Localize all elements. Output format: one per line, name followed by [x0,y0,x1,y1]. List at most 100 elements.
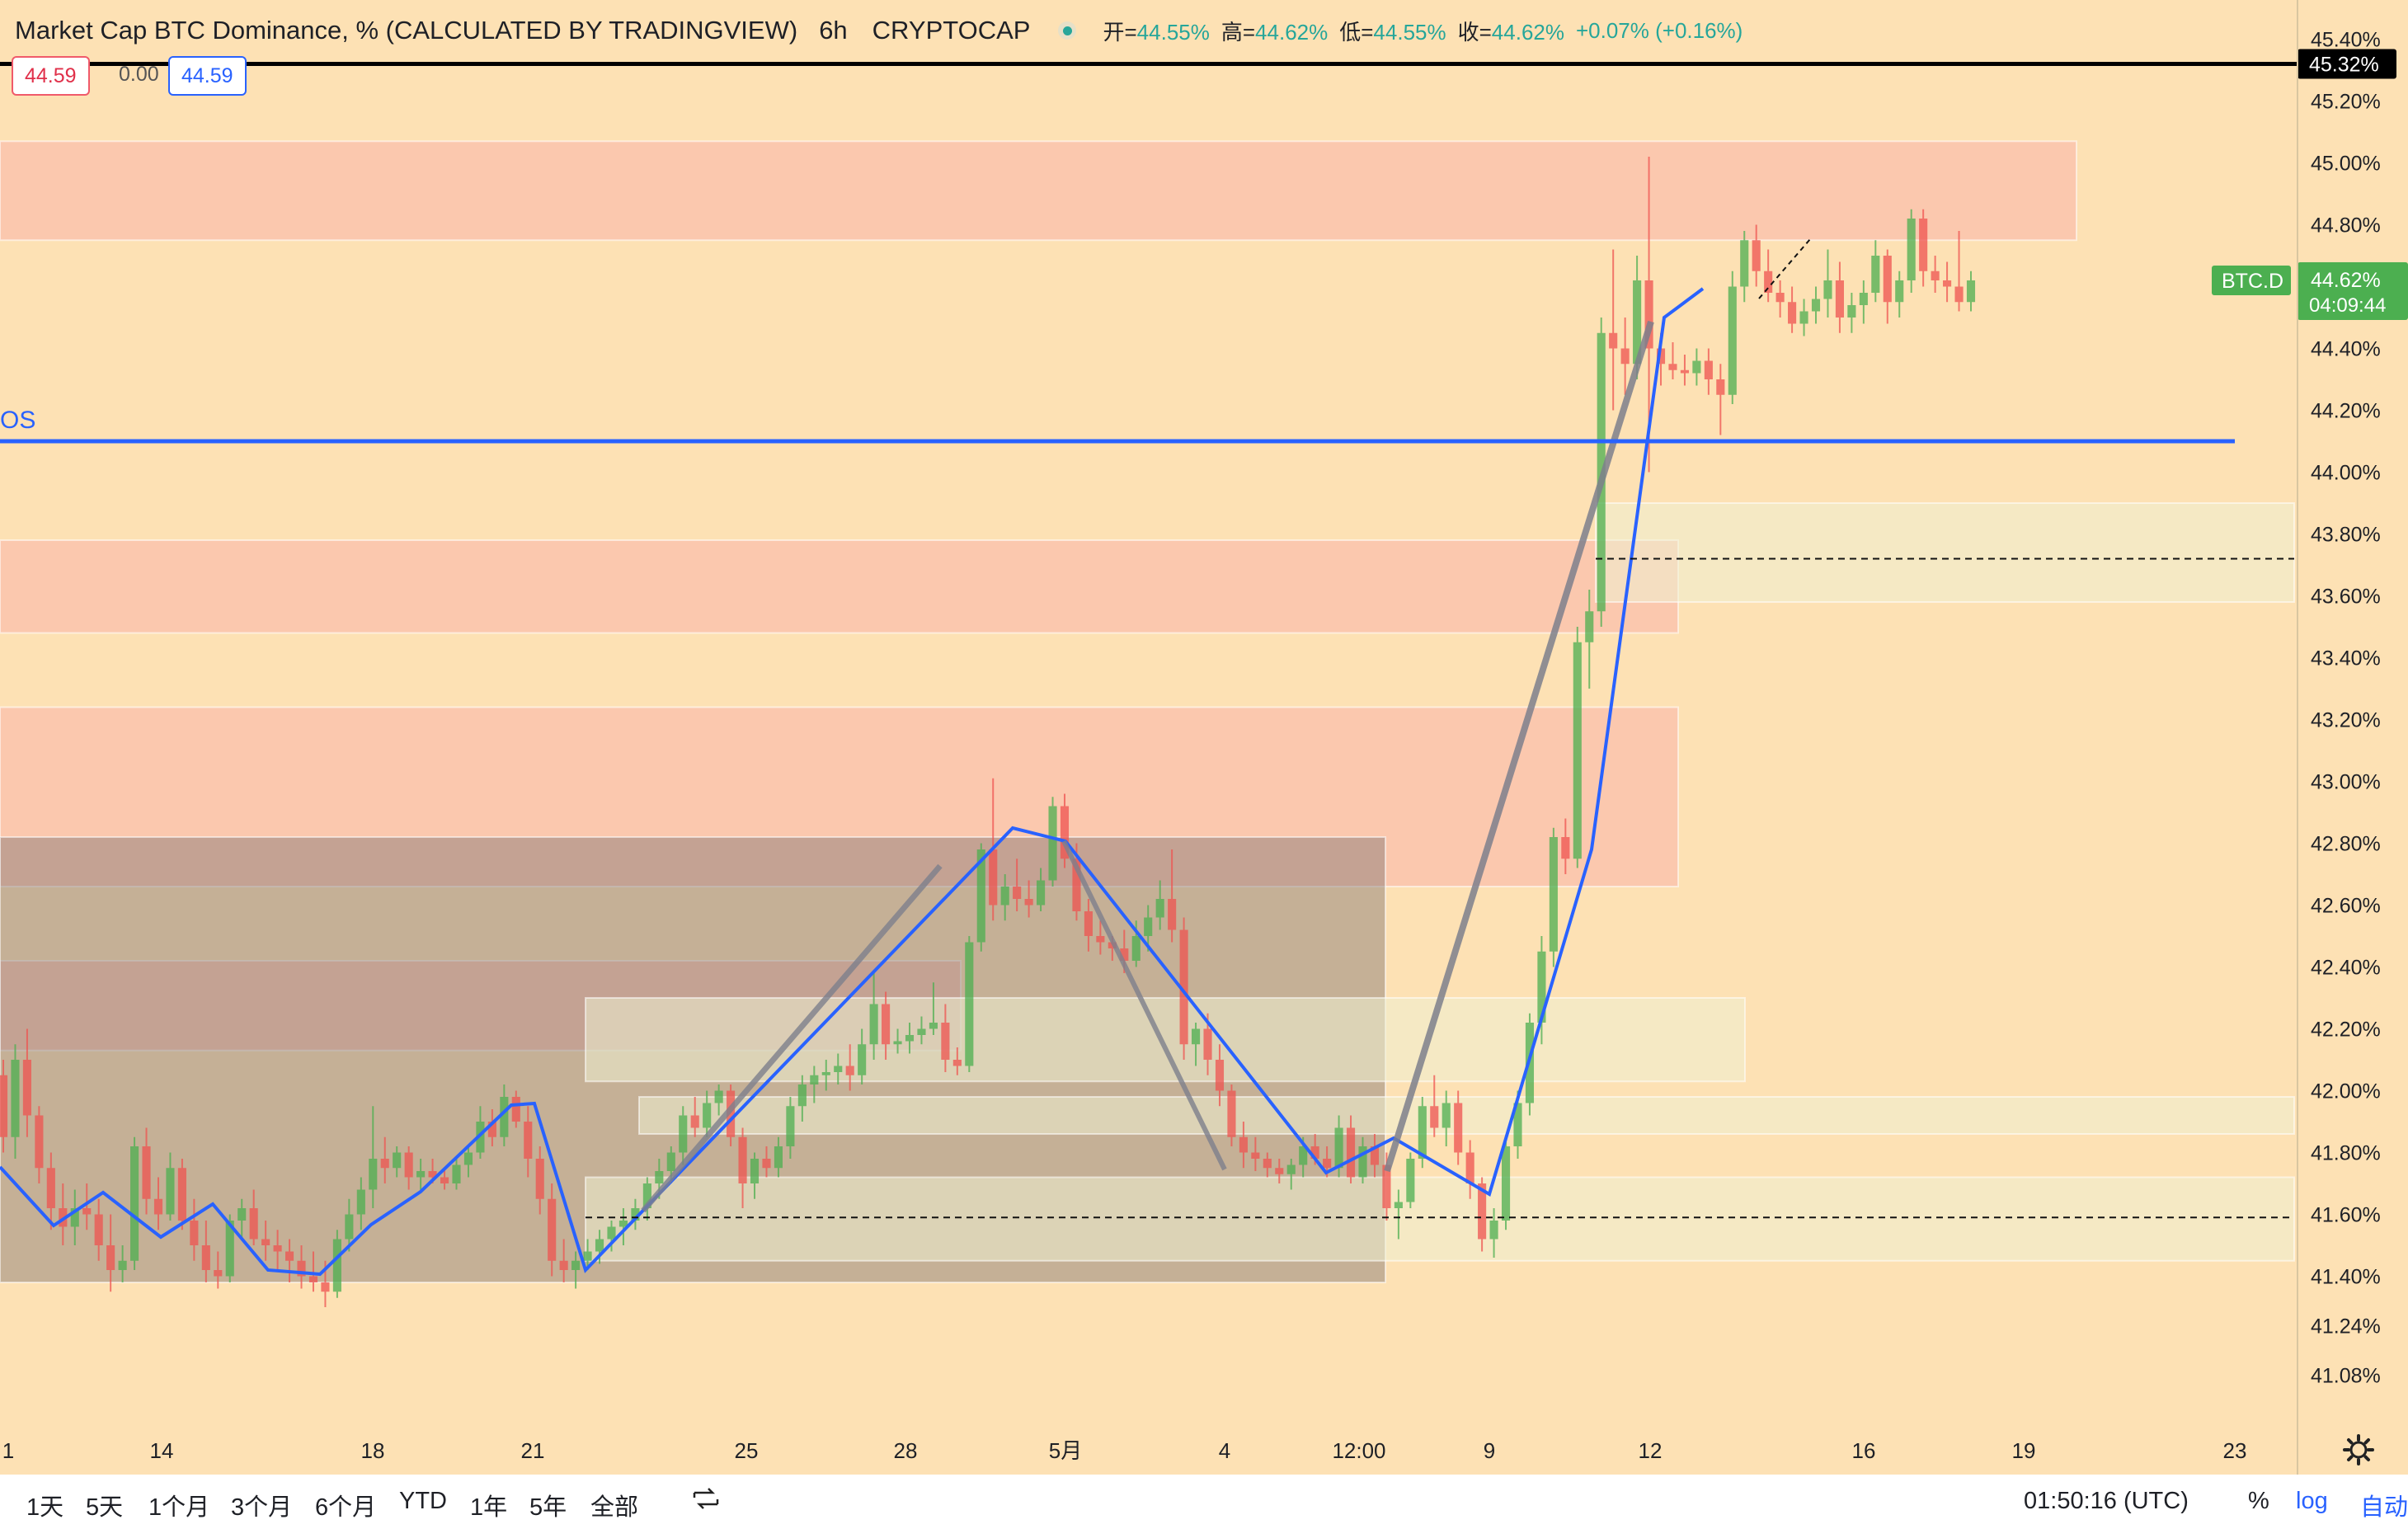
candle [618,1208,628,1245]
candle-body [631,1208,640,1221]
candle [1131,920,1141,967]
candle [1620,318,1630,395]
ohlc-open: 开=44.55% [1103,16,1209,46]
sell-price-button[interactable]: 44.59 [12,56,90,96]
candle-body [0,1075,8,1137]
candle [130,1136,139,1270]
close-value: 44.62% [1491,19,1564,45]
candle [1907,209,1916,293]
zone-demand[interactable] [1595,502,2295,603]
compare-icon[interactable] [691,1488,721,1516]
candle-body [869,1004,878,1045]
price-tick-label: 43.00% [2311,771,2381,794]
candle-body [1513,1103,1522,1146]
candle [571,1251,581,1289]
candle-body [356,1189,365,1215]
candle-body [858,1044,867,1075]
last-price-label [2297,262,2408,320]
auto-scale-toggle[interactable]: 自动 [2360,1494,2408,1521]
candle-body [285,1251,294,1261]
zone-supply[interactable] [0,539,1679,634]
candle [786,1097,795,1159]
candle-body [130,1146,139,1261]
candle-body [1000,887,1009,906]
range-5y[interactable]: 5年 [529,1494,567,1521]
candle [1573,627,1582,868]
candle [1823,249,1832,318]
price-tick-label: 42.80% [2311,833,2381,856]
zone-supply[interactable] [0,706,1679,887]
zone-supply[interactable] [0,140,2077,242]
price-tick-label: 42.60% [2311,895,2381,918]
range-5d[interactable]: 5天 [86,1494,124,1521]
buy-price-button[interactable]: 44.59 [168,56,247,96]
candle [153,1177,163,1230]
settings-gear-icon[interactable] [2342,1433,2375,1466]
range-1m[interactable]: 1个月 [148,1494,210,1521]
exchange: CRYPTOCAP [872,16,1031,45]
zone-demand[interactable] [585,1176,2295,1262]
candle [1227,1084,1236,1146]
candle-body [774,1146,783,1169]
range-1y[interactable]: 1年 [470,1494,508,1521]
candle [703,1090,712,1137]
price-tick-label: 45.40% [2311,29,2381,52]
low-label: 低= [1339,19,1374,45]
price-tick-label: 41.80% [2311,1142,2381,1165]
candle-body [989,849,998,906]
candle-body [308,1276,318,1282]
candle-body [393,1152,402,1169]
range-1d[interactable]: 1天 [26,1494,64,1521]
price-change: +0.07% (+0.16%) [1575,17,1743,43]
percent-toggle[interactable]: % [2248,1488,2269,1514]
candle-body [1358,1146,1367,1178]
candle [1561,818,1570,874]
candle [177,1159,186,1230]
range-all[interactable]: 全部 [590,1494,639,1521]
candle-body [1966,280,1976,303]
candle-body [201,1245,210,1270]
candle-body [1084,911,1093,936]
range-6m[interactable]: 6个月 [315,1494,377,1521]
candle [1775,280,1785,318]
price-tick-label: 43.20% [2311,709,2381,732]
candle [166,1152,175,1221]
candle [750,1152,760,1199]
candle [106,1214,115,1292]
candle-body [404,1152,413,1178]
candle [595,1230,604,1264]
range-ytd[interactable]: YTD [399,1488,447,1514]
candle [1680,355,1690,386]
candle [1155,880,1164,930]
candle [487,1109,496,1146]
candle [1883,249,1892,324]
time-axis: 1 14 18 21 25 28 5月 4 12:00 9 12 16 19 23 [2,0,2298,1475]
candle [642,1177,651,1221]
log-toggle[interactable]: log [2296,1488,2328,1514]
candle-body [321,1282,330,1292]
symbol-title[interactable]: Market Cap BTC Dominance, % (CALCULATED … [15,16,798,45]
candle [1799,299,1808,336]
timeframe[interactable]: 6h [819,16,848,45]
candle [1489,1208,1498,1258]
rally-grey [1384,320,1654,1173]
candle-body [917,1028,926,1035]
candle-body [249,1208,258,1240]
candle-body [440,1177,449,1183]
candle-body [1811,299,1821,312]
candle [1358,1136,1367,1183]
zone-demand[interactable] [638,1096,2295,1135]
candle-body [1680,369,1690,374]
range-3m[interactable]: 3个月 [231,1494,293,1521]
candle-body [225,1221,234,1277]
candle-body [1823,280,1832,299]
candle [727,1084,736,1146]
candle-body [1752,240,1761,271]
candle [679,1106,688,1165]
zone-demand[interactable] [585,997,1746,1083]
candle [1048,797,1057,887]
hline-price-label [2297,49,2396,79]
price-tick-label: 42.20% [2311,1019,2381,1042]
candle-body [1227,1090,1236,1137]
